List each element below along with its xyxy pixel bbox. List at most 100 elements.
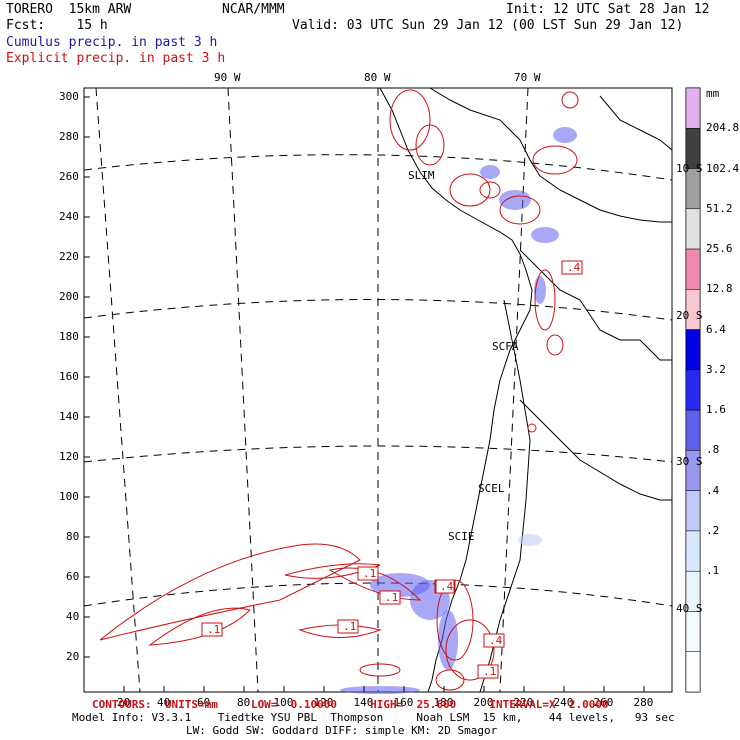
contour-label: .4 bbox=[489, 634, 503, 647]
contour-label-boxes bbox=[201, 260, 583, 679]
x-tick-label: 260 bbox=[593, 696, 614, 709]
colorbar-label: 25.6 bbox=[706, 242, 733, 256]
x-tick-label: 180 bbox=[433, 696, 454, 709]
x-tick-label: 120 bbox=[313, 696, 334, 709]
colorbar-label: 102.4 bbox=[706, 161, 740, 175]
colorbar-cell bbox=[685, 87, 701, 129]
parallel-10s bbox=[83, 154, 673, 181]
colorbar-label: 3.2 bbox=[706, 362, 726, 376]
y-tick-label: 20 bbox=[66, 650, 80, 663]
x-tick-label: 40 bbox=[157, 696, 171, 709]
contour-label: .4 bbox=[567, 261, 581, 274]
border-peru bbox=[429, 87, 672, 223]
border-andes bbox=[479, 299, 531, 693]
colorbar-label: 6.4 bbox=[706, 322, 726, 336]
x-tick-marks bbox=[123, 686, 645, 692]
border-argentina-n bbox=[519, 399, 672, 501]
y-tick-label: 260 bbox=[59, 170, 79, 183]
x-tick-label: 240 bbox=[553, 696, 574, 709]
y-tick-label: 240 bbox=[59, 210, 79, 223]
border-bolivia bbox=[519, 249, 672, 361]
x-tick-label: 60 bbox=[197, 696, 211, 709]
x-tick-label: 20 bbox=[117, 696, 131, 709]
contour-label: .1 bbox=[385, 591, 399, 604]
x-tick-label: 200 bbox=[473, 696, 494, 709]
border-brazil bbox=[599, 95, 673, 151]
city-scfa: SCFA bbox=[492, 340, 519, 353]
colorbar-cell bbox=[685, 530, 701, 572]
parallel-20s bbox=[83, 298, 673, 321]
coastline bbox=[379, 87, 673, 693]
colorbar-label: 1.6 bbox=[706, 403, 726, 417]
y-tick-label: 220 bbox=[59, 250, 79, 263]
y-tick-label: 140 bbox=[59, 410, 79, 423]
colorbar-unit: mm bbox=[706, 87, 720, 100]
x-tick-label: 280 bbox=[633, 696, 654, 709]
y-tick-label: 100 bbox=[59, 490, 79, 503]
colorbar-cell bbox=[685, 329, 701, 371]
lat-label-40s: 40 S bbox=[676, 602, 703, 615]
lat-label-20s: 20 S bbox=[676, 309, 703, 322]
lat-label-30s: 30 S bbox=[676, 455, 703, 468]
y-tick-label: 200 bbox=[59, 290, 79, 303]
cumulus-legend: Cumulus precip. in past 3 h bbox=[6, 35, 218, 50]
colorbar-label: .4 bbox=[706, 483, 720, 497]
y-tick-marks bbox=[84, 96, 90, 658]
forecast-hour: Fcst: 15 h bbox=[6, 18, 108, 33]
colorbar-cells bbox=[685, 87, 701, 693]
y-tick-label: 80 bbox=[66, 530, 80, 543]
city-slim: SLIM bbox=[408, 169, 435, 182]
colorbar-cell bbox=[685, 409, 701, 451]
contour-label: .4 bbox=[440, 580, 454, 593]
x-tick-label: 220 bbox=[513, 696, 534, 709]
lon-label-90w: 90 W bbox=[214, 71, 241, 84]
explicit-precip bbox=[99, 89, 579, 691]
parallel-30s bbox=[83, 445, 673, 463]
y-tick-label: 180 bbox=[59, 330, 79, 343]
colorbar-label: 51.2 bbox=[706, 201, 733, 215]
colorbar-label: 204.8 bbox=[706, 121, 740, 135]
meridian-70w bbox=[499, 87, 529, 693]
city-scel: SCEL bbox=[478, 482, 505, 495]
colorbar-cell bbox=[685, 611, 701, 652]
contour-label: .1 bbox=[483, 665, 497, 678]
x-tick-label: 80 bbox=[237, 696, 251, 709]
init-time: Init: 12 UTC Sat 28 Jan 12 bbox=[506, 2, 710, 17]
lon-label-70w: 70 W bbox=[514, 71, 541, 84]
contour-label: .1 bbox=[363, 567, 377, 580]
contour-label: .1 bbox=[207, 623, 221, 636]
colorbar-cell bbox=[685, 208, 701, 250]
org-label: NCAR/MMM bbox=[222, 2, 285, 17]
model-title: TORERO 15km ARW bbox=[6, 2, 132, 17]
y-tick-label: 120 bbox=[59, 450, 79, 463]
city-scie: SCIE bbox=[448, 530, 475, 543]
valid-time: Valid: 03 UTC Sun 29 Jan 12 (00 LST Sun … bbox=[292, 18, 684, 33]
meridian-90w bbox=[227, 87, 259, 693]
y-tick-label: 40 bbox=[66, 610, 80, 623]
model-info: Model Info: V3.3.1 Tiedtke YSU PBL Thomp… bbox=[72, 711, 675, 724]
y-tick-label: 160 bbox=[59, 370, 79, 383]
colorbar-cell bbox=[685, 369, 701, 411]
colorbar-label: .2 bbox=[706, 523, 720, 537]
x-tick-label: 160 bbox=[393, 696, 414, 709]
colorbar-cell bbox=[685, 651, 701, 693]
coast-west bbox=[379, 87, 533, 693]
x-tick-label: 100 bbox=[273, 696, 294, 709]
colorbar-cell bbox=[685, 490, 701, 532]
y-tick-label: 60 bbox=[66, 570, 80, 583]
model-info-physics: LW: Godd SW: Goddard DIFF: simple KM: 2D… bbox=[186, 724, 498, 737]
colorbar-cell bbox=[685, 248, 701, 290]
colorbar-label: .1 bbox=[706, 564, 720, 578]
explicit-legend: Explicit precip. in past 3 h bbox=[6, 51, 226, 66]
lat-label-10s: 10 S bbox=[676, 162, 703, 175]
colorbar-label: .8 bbox=[706, 443, 720, 457]
contours-info: CONTOURS: UNITS=mm LOW= 0.10000 HIGH= 25… bbox=[92, 698, 609, 711]
y-tick-label: 300 bbox=[59, 90, 79, 103]
contour-label: .1 bbox=[343, 620, 357, 633]
colorbar-label: 12.8 bbox=[706, 282, 733, 296]
x-tick-label: 140 bbox=[353, 696, 374, 709]
meridian-100w bbox=[95, 87, 141, 693]
y-tick-label: 280 bbox=[59, 130, 79, 143]
lon-label-80w: 80 W bbox=[364, 71, 391, 84]
